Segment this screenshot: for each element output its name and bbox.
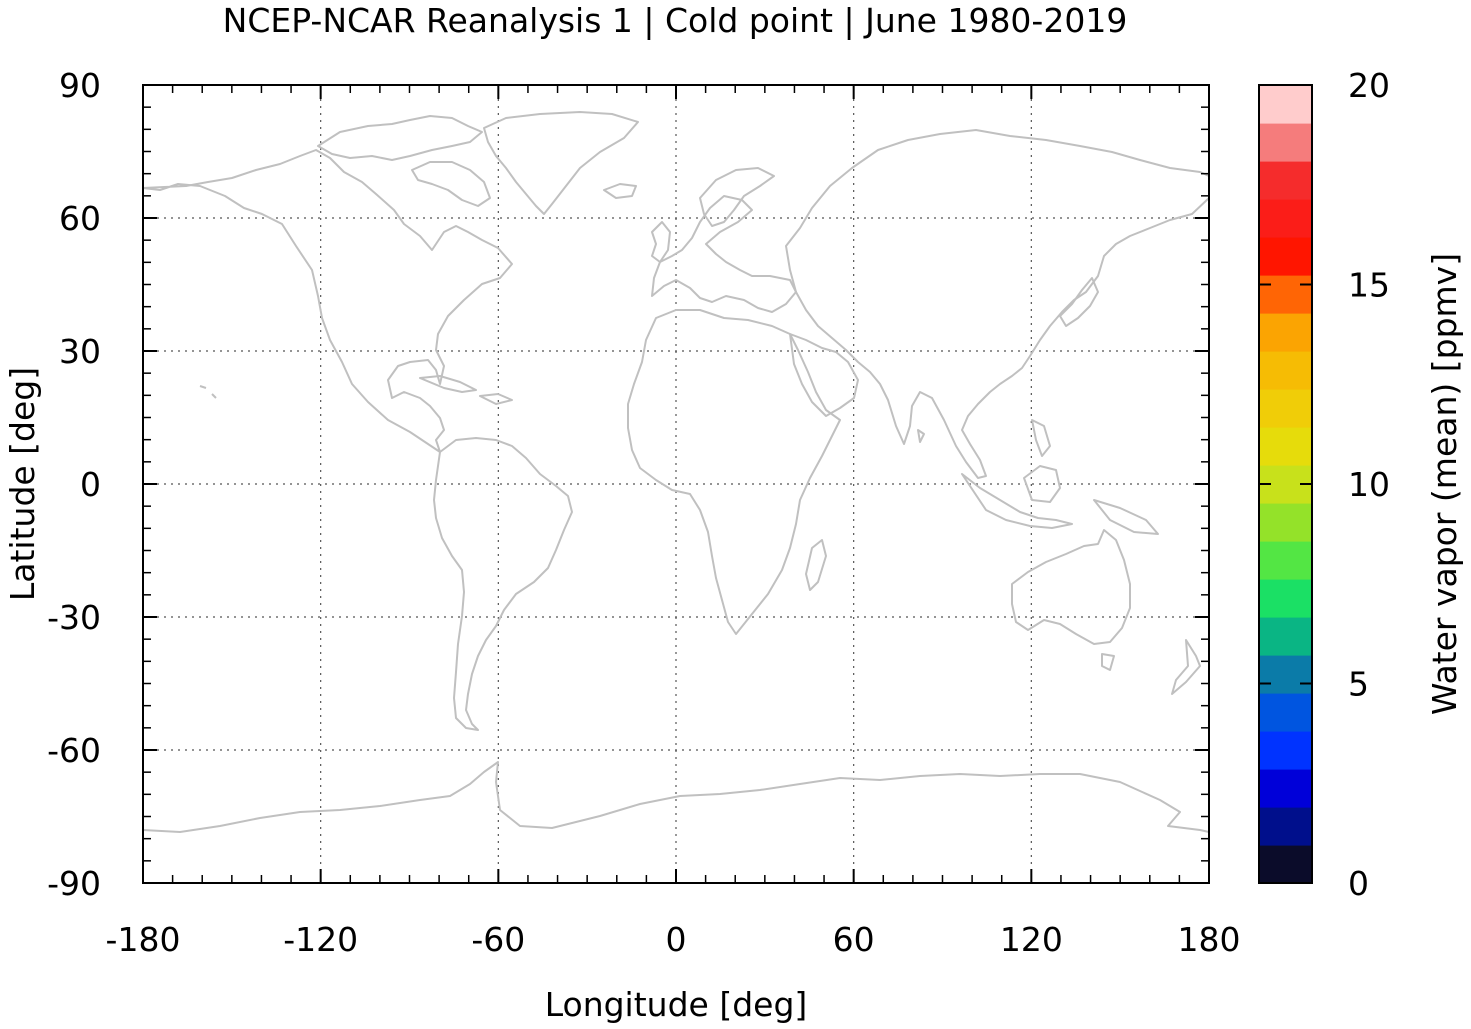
new-zealand-coastline bbox=[1171, 639, 1201, 695]
borneo-coastline bbox=[1023, 465, 1061, 503]
arctic-islands-coastline bbox=[317, 115, 483, 161]
colorbar-segment bbox=[1259, 351, 1312, 390]
south-america-coastline bbox=[433, 437, 573, 731]
hispaniola-coastline bbox=[479, 393, 513, 405]
y-tick-label: 60 bbox=[59, 199, 101, 238]
figure-title: NCEP-NCAR Reanalysis 1 | Cold point | Ju… bbox=[223, 1, 1128, 40]
colorbar-label: Water vapor (mean) [ppmv] bbox=[1425, 253, 1464, 715]
x-tick-label: 60 bbox=[833, 920, 875, 959]
africa-coastline bbox=[627, 309, 841, 635]
colorbar-segment bbox=[1259, 617, 1312, 656]
greenland-coastline bbox=[483, 111, 639, 215]
new-guinea-coastline bbox=[1093, 499, 1159, 535]
colorbar-segment bbox=[1259, 845, 1312, 884]
colorbar-tick-label: 20 bbox=[1348, 66, 1390, 105]
colorbar-frame bbox=[1258, 84, 1313, 884]
colorbar-segment bbox=[1259, 731, 1312, 770]
australia-coastline bbox=[1011, 529, 1131, 645]
colorbar-tick-label: 5 bbox=[1348, 665, 1369, 704]
y-tick-label: 90 bbox=[59, 66, 101, 105]
british-isles-coastline bbox=[651, 221, 671, 263]
colorbar-segment bbox=[1259, 541, 1312, 580]
asia-coastline bbox=[785, 129, 1210, 479]
colorbar-segment bbox=[1259, 769, 1312, 808]
coastlines bbox=[142, 111, 1210, 833]
x-tick-label: 120 bbox=[1000, 920, 1063, 959]
arabian-peninsula-coastline bbox=[789, 333, 859, 417]
colorbar-ticks: 20 15 10 5 0 bbox=[1259, 66, 1390, 903]
x-tick-label: 180 bbox=[1178, 920, 1241, 959]
colorbar-tick-label: 10 bbox=[1348, 465, 1390, 504]
x-tick-label: 0 bbox=[666, 920, 687, 959]
y-tick-label: 30 bbox=[59, 332, 101, 371]
philippines-coastline bbox=[1031, 419, 1051, 457]
y-tick-label: -30 bbox=[47, 598, 101, 637]
y-tick-labels: 90 60 30 0 -30 -60 -90 bbox=[47, 66, 101, 903]
scandinavia-coastline bbox=[699, 167, 775, 227]
y-tick-label: -60 bbox=[47, 731, 101, 770]
japan-coastline bbox=[1059, 277, 1099, 327]
x-tick-label: -120 bbox=[283, 920, 358, 959]
colorbar-segment bbox=[1259, 237, 1312, 276]
cuba-coastline bbox=[419, 375, 477, 393]
colorbar-segment bbox=[1259, 85, 1312, 124]
sri-lanka-coastline bbox=[917, 429, 925, 443]
colorbar-tick-label: 0 bbox=[1348, 864, 1369, 903]
antarctica-coastline bbox=[142, 761, 1210, 833]
colorbar-segment bbox=[1259, 199, 1312, 238]
colorbar bbox=[1259, 85, 1312, 884]
minor-ticks bbox=[142, 84, 1210, 884]
tasmania-coastline bbox=[1101, 653, 1115, 671]
europe-coastline bbox=[651, 195, 797, 313]
y-axis-label: Latitude [deg] bbox=[3, 367, 42, 601]
colorbar-segment bbox=[1259, 807, 1312, 846]
north-america-coastline bbox=[142, 149, 513, 453]
colorbar-segment bbox=[1259, 161, 1312, 200]
x-tick-label: -60 bbox=[471, 920, 525, 959]
colorbar-segment bbox=[1259, 579, 1312, 618]
colorbar-segment bbox=[1259, 503, 1312, 542]
y-tick-label: 0 bbox=[80, 465, 101, 504]
colorbar-segment bbox=[1259, 123, 1312, 162]
x-tick-label: -180 bbox=[106, 920, 181, 959]
baffin-island-coastline bbox=[411, 161, 491, 207]
colorbar-segment bbox=[1259, 275, 1312, 314]
colorbar-segment bbox=[1259, 389, 1312, 428]
map-plot-area bbox=[142, 84, 1210, 884]
hawaii-islands-coastline bbox=[199, 385, 217, 399]
iceland-coastline bbox=[603, 183, 637, 199]
colorbar-segment bbox=[1259, 427, 1312, 466]
colorbar-tick-label: 15 bbox=[1348, 266, 1390, 305]
gridlines bbox=[143, 85, 1209, 883]
colorbar-segment bbox=[1259, 655, 1312, 694]
colorbar-segment bbox=[1259, 693, 1312, 732]
x-tick-labels: -180 -120 -60 0 60 120 180 bbox=[106, 920, 1241, 959]
y-tick-label: -90 bbox=[47, 864, 101, 903]
colorbar-segment bbox=[1259, 313, 1312, 352]
x-axis-label: Longitude [deg] bbox=[545, 985, 808, 1024]
madagascar-coastline bbox=[805, 539, 827, 591]
indonesia-coastline bbox=[961, 473, 1073, 529]
